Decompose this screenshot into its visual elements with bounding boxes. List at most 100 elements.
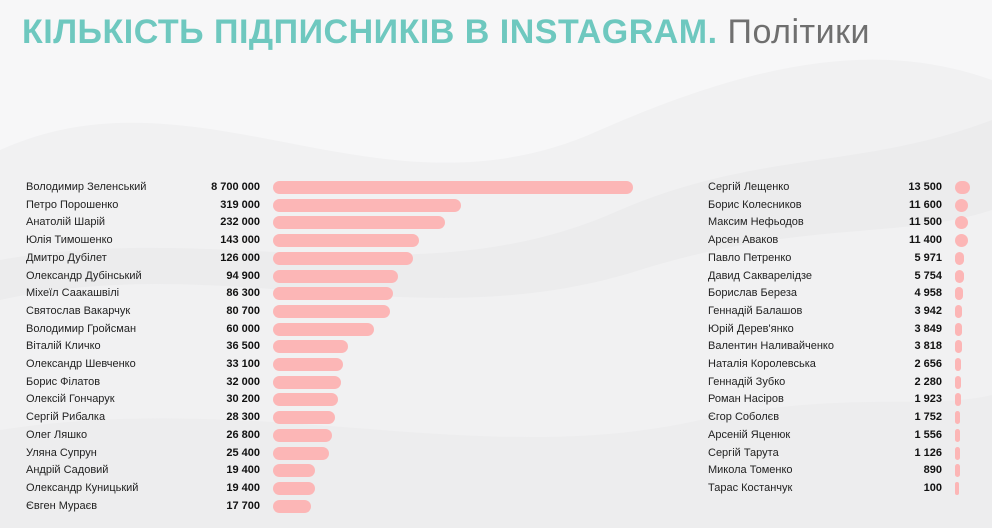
bar-row: Андрій Садовий 19 400 [26, 462, 666, 479]
bar [955, 464, 960, 478]
value-label: 3 849 [914, 322, 942, 335]
bar-row: Святослав Вакарчук 80 700 [26, 303, 666, 320]
bar [273, 181, 633, 194]
value-label: 126 000 [220, 251, 260, 264]
bar-row: Арсен Аваков 11 400 [708, 232, 988, 249]
bar [273, 499, 311, 513]
bar-row: Борислав Береза 4 958 [708, 285, 988, 302]
value-label: 33 100 [226, 358, 260, 370]
bar [273, 198, 462, 212]
bar-row: Єгор Соболєв 1 752 [708, 409, 988, 426]
value-label: 26 800 [226, 428, 260, 441]
value-label: 100 [923, 481, 942, 494]
bar [955, 198, 969, 212]
bar [955, 428, 961, 442]
bar-row: Дмитро Дубілет 126 000 [26, 250, 666, 267]
bar [955, 375, 961, 389]
value-label: 11 400 [908, 234, 942, 247]
bar-row: Анатолій Шарій 232 000 [26, 214, 666, 231]
bar-row: Павло Петренко 5 971 [708, 250, 988, 267]
category-label: Віталій Кличко [26, 340, 101, 353]
bar [955, 322, 963, 336]
value-label: 19 400 [226, 481, 260, 494]
bar-row: Олександр Дубінський 94 900 [26, 268, 666, 285]
bar [273, 269, 399, 283]
bar [273, 481, 316, 495]
value-label: 1 126 [914, 446, 942, 459]
bar-row: Тарас Костанчук 100 [708, 480, 988, 497]
category-label: Тарас Костанчук [708, 481, 793, 494]
bar [273, 393, 339, 407]
bar [273, 411, 336, 425]
bar-row: Арсеній Яценюк 1 556 [708, 427, 988, 444]
bar-row: Уляна Супрун 25 400 [26, 445, 666, 462]
bar-row: Володимир Зеленський 8 700 000 [26, 179, 666, 196]
bar-row: Борис Філатов 32 000 [26, 374, 666, 391]
bar [273, 287, 394, 301]
category-label: Сергій Лещенко [708, 181, 790, 193]
bar [955, 251, 964, 265]
category-label: Єгор Соболєв [708, 411, 780, 424]
value-label: 28 300 [226, 411, 260, 424]
bar-row: Сергій Рибалка 28 300 [26, 409, 666, 426]
value-label: 232 000 [220, 216, 260, 229]
category-label: Дмитро Дубілет [26, 251, 107, 264]
bar-row: Валентин Наливайченко 3 818 [708, 338, 988, 355]
bar-row: Борис Колесников 11 600 [708, 197, 988, 214]
bar [273, 428, 333, 442]
value-label: 1 556 [914, 428, 942, 441]
bar [273, 464, 316, 478]
bar-row: Давид Сакварелідзе 5 754 [708, 268, 988, 285]
value-label: 17 700 [226, 499, 260, 512]
bar-row: Сергій Тарута 1 126 [708, 445, 988, 462]
bar-row: Віталій Кличко 36 500 [26, 338, 666, 355]
value-label: 1 752 [914, 411, 942, 424]
category-label: Андрій Садовий [26, 464, 109, 477]
category-label: Євген Мураєв [26, 499, 98, 512]
category-label: Арсеній Яценюк [708, 428, 791, 441]
value-label: 19 400 [226, 464, 260, 477]
category-label: Юлія Тимошенко [26, 234, 113, 247]
value-label: 1 923 [914, 393, 942, 406]
bar [273, 234, 420, 248]
value-label: 4 958 [914, 287, 942, 300]
bar [955, 411, 961, 425]
title-sub: Політики [727, 13, 870, 51]
category-label: Олег Ляшко [26, 428, 88, 441]
category-label: Сергій Рибалка [26, 411, 106, 424]
category-label: Роман Насіров [708, 393, 784, 406]
category-label: Олександр Шевченко [26, 358, 136, 370]
bar [273, 304, 390, 318]
bar-row: Олександр Куницький 19 400 [26, 480, 666, 497]
value-label: 60 000 [226, 322, 260, 335]
value-label: 2 656 [914, 358, 942, 370]
title-main: КІЛЬКІСТЬ ПІДПИСНИКІВ В INSTAGRAM. [22, 13, 718, 51]
page-title: КІЛЬКІСТЬ ПІДПИСНИКІВ В INSTAGRAM. Політ… [22, 10, 870, 54]
value-label: 80 700 [226, 304, 260, 317]
value-label: 143 000 [220, 234, 260, 247]
category-label: Борислав Береза [708, 287, 798, 300]
bar-row: Олексій Гончарук 30 200 [26, 391, 666, 408]
category-label: Микола Томенко [708, 464, 793, 477]
category-label: Анатолій Шарій [26, 216, 106, 229]
bar [955, 358, 962, 371]
bar [273, 340, 349, 354]
value-label: 319 000 [220, 198, 260, 211]
category-label: Олександр Куницький [26, 481, 139, 494]
bar [273, 358, 344, 371]
bar [955, 234, 969, 248]
value-label: 890 [923, 464, 942, 477]
value-label: 94 900 [226, 269, 260, 282]
category-label: Геннадій Зубко [708, 375, 786, 388]
value-label: 30 200 [226, 393, 260, 406]
bar [273, 216, 445, 230]
bar [273, 322, 375, 336]
bar-row: Петро Порошенко 319 000 [26, 197, 666, 214]
category-label: Давид Сакварелідзе [708, 269, 813, 282]
bar-row: Роман Насіров 1 923 [708, 391, 988, 408]
category-label: Олександр Дубінський [26, 269, 142, 282]
value-label: 25 400 [226, 446, 260, 459]
value-label: 8 700 000 [211, 181, 260, 193]
category-label: Максим Нефьодов [708, 216, 804, 229]
